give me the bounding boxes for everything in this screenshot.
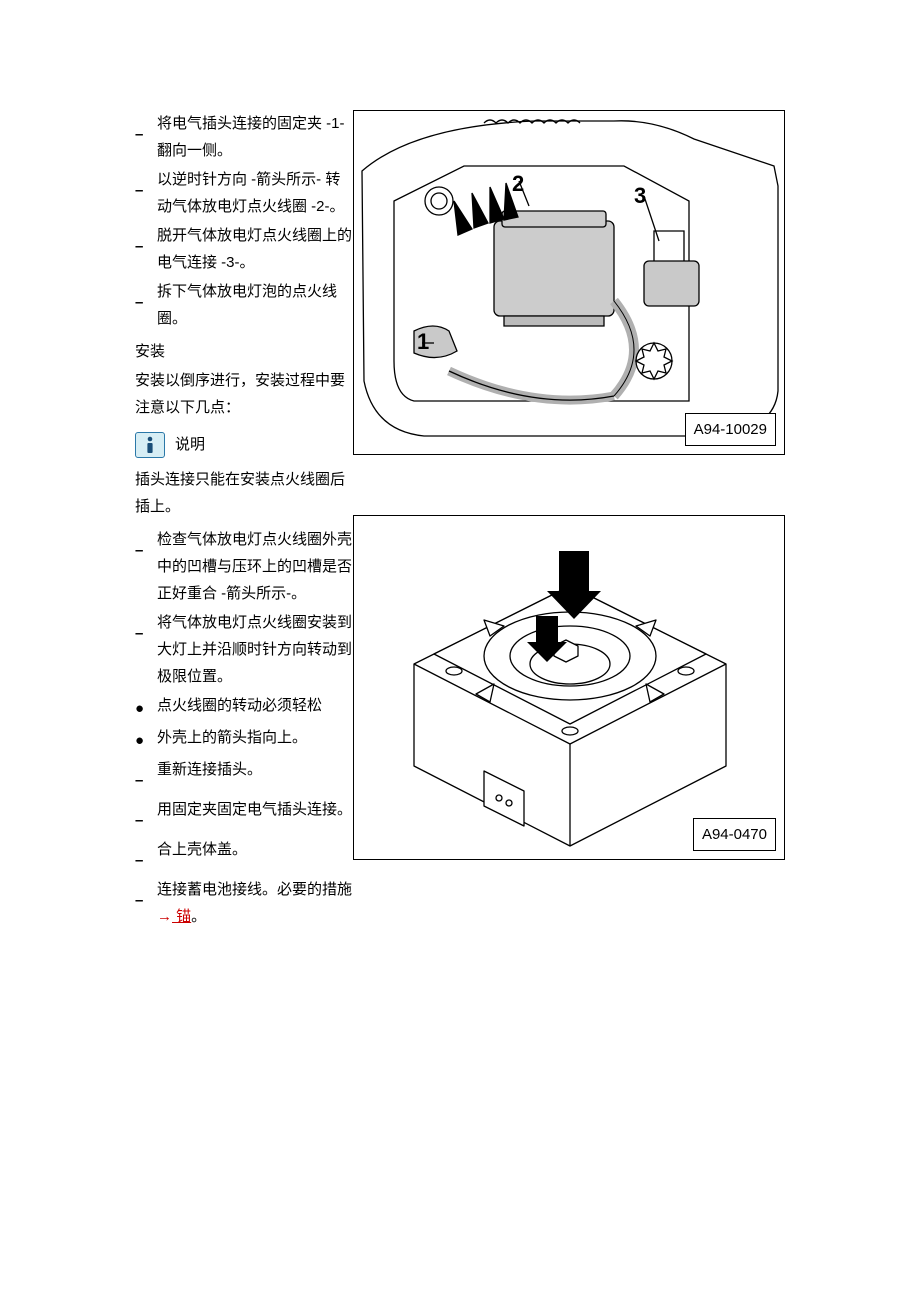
step-text: 将电气插头连接的固定夹 -1- 翻向一侧。 — [157, 110, 352, 164]
install-step: – 将气体放电灯点火线圈安装到大灯上并沿顺时针方向转动到极限位置。 — [135, 609, 352, 690]
step-text: 用固定夹固定电气插头连接。 — [157, 796, 352, 823]
dash-marker: – — [135, 110, 157, 148]
install-bullet: ● 外壳上的箭头指向上。 — [135, 724, 352, 754]
install-heading: 安装 — [135, 338, 352, 365]
dash-marker: – — [135, 526, 157, 564]
install-step: – 重新连接插头。 — [135, 756, 352, 794]
step-text: 点火线圈的转动必须轻松 — [157, 692, 352, 719]
dash-marker: – — [135, 278, 157, 316]
install-steps-list: – 检查气体放电灯点火线圈外壳中的凹槽与压环上的凹槽是否正好重合 -箭头所示-。… — [135, 526, 352, 930]
step-text: 拆下气体放电灯泡的点火线圈。 — [157, 278, 352, 332]
step-text: 检查气体放电灯点火线圈外壳中的凹槽与压环上的凹槽是否正好重合 -箭头所示-。 — [157, 526, 352, 607]
info-icon — [135, 432, 165, 458]
page-container: 1 2 3 A94-10029 — [135, 110, 790, 930]
install-step: – 用固定夹固定电气插头连接。 — [135, 796, 352, 834]
figure1-label: A94-10029 — [685, 413, 776, 446]
callout-2: 2 — [512, 171, 524, 196]
step-text: 合上壳体盖。 — [157, 836, 352, 863]
removal-step: – 脱开气体放电灯点火线圈上的电气连接 -3-。 — [135, 222, 352, 276]
step-text: 将气体放电灯点火线圈安装到大灯上并沿顺时针方向转动到极限位置。 — [157, 609, 352, 690]
step-text-post: 。 — [191, 908, 206, 925]
dash-marker: – — [135, 222, 157, 260]
text-column: – 将电气插头连接的固定夹 -1- 翻向一侧。 – 以逆时针方向 -箭头所示- … — [135, 110, 352, 930]
install-step: – 连接蓄电池接线。必要的措施 → 锚。 — [135, 876, 352, 930]
step-text: 连接蓄电池接线。必要的措施 → 锚。 — [157, 876, 352, 930]
install-bullet: ● 点火线圈的转动必须轻松 — [135, 692, 352, 722]
headlamp-diagram-svg: 1 2 3 — [354, 111, 786, 456]
note-block: 说明 — [135, 431, 352, 458]
dash-marker: – — [135, 609, 157, 647]
coil-diagram-svg — [354, 516, 786, 861]
step-text-pre: 连接蓄电池接线。必要的措施 — [157, 881, 352, 898]
removal-step: – 以逆时针方向 -箭头所示- 转动气体放电灯点火线圈 -2-。 — [135, 166, 352, 220]
figure-headlamp-assembly: 1 2 3 A94-10029 — [353, 110, 785, 455]
figure-ignition-coil: A94-0470 — [353, 515, 785, 860]
anchor-link[interactable]: 锚 — [172, 908, 191, 925]
step-text: 以逆时针方向 -箭头所示- 转动气体放电灯点火线圈 -2-。 — [157, 166, 352, 220]
bullet-marker: ● — [135, 692, 157, 722]
dash-marker: – — [135, 756, 157, 794]
link-arrow-icon: → — [157, 908, 172, 925]
step-text: 脱开气体放电灯点火线圈上的电气连接 -3-。 — [157, 222, 352, 276]
install-step: – 检查气体放电灯点火线圈外壳中的凹槽与压环上的凹槽是否正好重合 -箭头所示-。 — [135, 526, 352, 607]
note-body: 插头连接只能在安装点火线圈后插上。 — [135, 466, 352, 520]
install-step: – 合上壳体盖。 — [135, 836, 352, 874]
dash-marker: – — [135, 166, 157, 204]
dash-marker: – — [135, 876, 157, 914]
callout-3: 3 — [634, 183, 646, 208]
figure2-label: A94-0470 — [693, 818, 776, 851]
dash-marker: – — [135, 796, 157, 834]
note-label: 说明 — [175, 431, 205, 458]
callout-1: 1 — [417, 329, 429, 354]
step-text: 重新连接插头。 — [157, 756, 352, 783]
install-intro: 安装以倒序进行，安装过程中要注意以下几点： — [135, 367, 352, 421]
dash-marker: – — [135, 836, 157, 874]
removal-steps-list: – 将电气插头连接的固定夹 -1- 翻向一侧。 – 以逆时针方向 -箭头所示- … — [135, 110, 352, 332]
removal-step: – 将电气插头连接的固定夹 -1- 翻向一侧。 — [135, 110, 352, 164]
bullet-marker: ● — [135, 724, 157, 754]
removal-step: – 拆下气体放电灯泡的点火线圈。 — [135, 278, 352, 332]
step-text: 外壳上的箭头指向上。 — [157, 724, 352, 751]
